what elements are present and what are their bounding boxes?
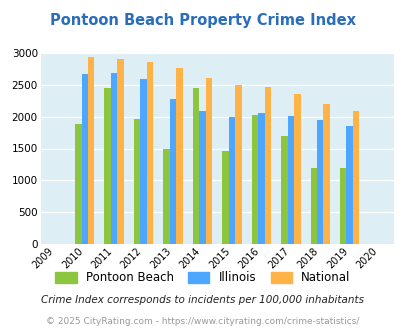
Text: © 2025 CityRating.com - https://www.cityrating.com/crime-statistics/: © 2025 CityRating.com - https://www.city…: [46, 317, 359, 326]
Bar: [117, 59, 124, 244]
Bar: [251, 115, 258, 244]
Bar: [199, 111, 205, 244]
Text: Pontoon Beach Property Crime Index: Pontoon Beach Property Crime Index: [50, 13, 355, 28]
Bar: [163, 149, 169, 244]
Bar: [222, 151, 228, 244]
Legend: Pontoon Beach, Illinois, National: Pontoon Beach, Illinois, National: [51, 267, 354, 289]
Bar: [134, 119, 140, 244]
Bar: [352, 111, 358, 244]
Bar: [310, 168, 316, 244]
Bar: [264, 86, 271, 244]
Bar: [111, 73, 117, 244]
Bar: [339, 168, 345, 244]
Bar: [345, 126, 352, 244]
Bar: [147, 62, 153, 244]
Bar: [192, 88, 199, 244]
Bar: [176, 68, 182, 244]
Bar: [323, 105, 329, 244]
Bar: [88, 57, 94, 244]
Bar: [234, 85, 241, 244]
Bar: [205, 78, 212, 244]
Bar: [258, 113, 264, 244]
Bar: [81, 74, 88, 244]
Bar: [287, 116, 293, 244]
Bar: [104, 88, 111, 244]
Bar: [316, 120, 323, 244]
Bar: [228, 117, 234, 244]
Text: Crime Index corresponds to incidents per 100,000 inhabitants: Crime Index corresponds to incidents per…: [41, 295, 364, 305]
Bar: [75, 124, 81, 244]
Bar: [280, 136, 287, 244]
Bar: [293, 94, 300, 244]
Bar: [169, 99, 176, 244]
Bar: [140, 79, 147, 244]
